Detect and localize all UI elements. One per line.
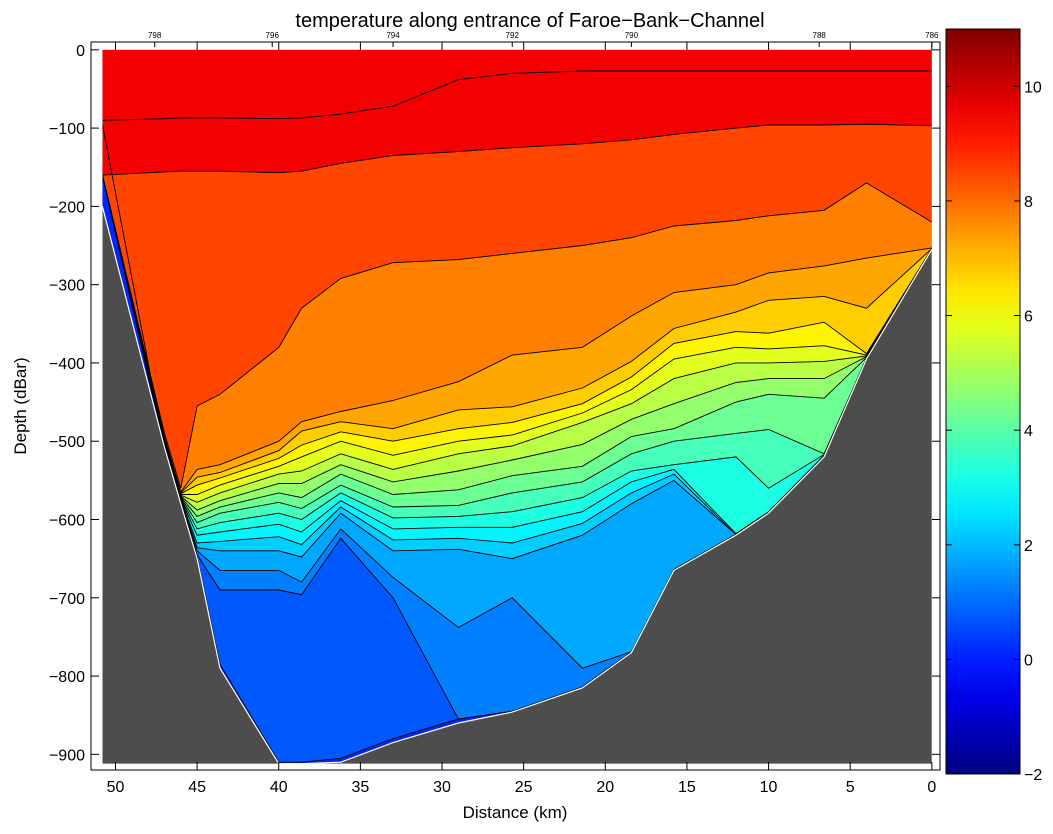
station-tick-label: 798	[148, 31, 162, 40]
y-tick-label: −600	[49, 513, 85, 530]
bathymetry	[91, 42, 940, 770]
x-tick-label: 15	[678, 779, 696, 796]
x-tick-label: 30	[433, 779, 451, 796]
colorbar-tick-label: 10	[1024, 79, 1042, 96]
colorbar: −2 0 2 4 6 8 10	[945, 28, 1042, 784]
y-tick-label: −800	[49, 669, 85, 686]
colorbar-tick-label: −2	[1024, 767, 1042, 784]
y-tick-label: −700	[49, 591, 85, 608]
contour-line-4	[101, 174, 933, 524]
x-tick-label: 45	[188, 779, 206, 796]
bottom-margin	[91, 763, 940, 770]
contour-line-9	[102, 123, 932, 176]
colorbar-tick-label: 0	[1024, 652, 1033, 669]
y-tick-label: −900	[49, 747, 85, 764]
contour-line-8	[101, 174, 933, 489]
station-tick-label: 796	[266, 31, 280, 40]
colorbar-tick-label: 6	[1024, 309, 1033, 326]
left-margin	[91, 42, 103, 770]
colorbar-gradient	[945, 28, 1021, 775]
contour-fills	[102, 49, 933, 765]
chart-title: temperature along entrance of Faroe−Bank…	[295, 10, 764, 32]
colorbar-tick-label: 2	[1024, 538, 1033, 555]
y-tick-label: −300	[49, 278, 85, 295]
x-tick-label: 35	[351, 779, 369, 796]
seafloor-outline	[101, 206, 933, 765]
contour-line-3	[101, 174, 933, 536]
y-tick-label: −500	[49, 434, 85, 451]
right-margin	[931, 42, 940, 770]
x-tick-label: 5	[846, 779, 855, 796]
x-tick-label: 0	[927, 779, 936, 796]
y-tick-label: −200	[49, 199, 85, 216]
contour-line-6	[101, 174, 933, 495]
station-tick-label: 786	[925, 31, 939, 40]
x-tick-label: 20	[596, 779, 614, 796]
station-ticks: 798 796 794 792 790 788 786	[148, 31, 939, 47]
colorbar-tick-label: 4	[1024, 423, 1033, 440]
x-axis-label: Distance (km)	[463, 803, 568, 822]
contour-line-5.5	[101, 174, 933, 503]
y-axis-ticks: 0 −100 −200 −300 −400 −500 −600 −700 −800 −900	[49, 43, 940, 764]
y-tick-label: −400	[49, 356, 85, 373]
contour-line-3.5	[101, 174, 933, 530]
plot-frame	[90, 41, 941, 771]
x-axis-ticks: 50 45 40 35 30 25 20 15 10 5 0	[107, 42, 936, 796]
contour-line-10	[102, 70, 932, 121]
y-tick-label: 0	[76, 43, 85, 60]
x-tick-label: 10	[760, 779, 778, 796]
contour-line-5	[101, 174, 933, 511]
plot-area	[90, 41, 941, 771]
colorbar-tick-label: 8	[1024, 194, 1033, 211]
station-tick-label: 792	[506, 31, 520, 40]
contour-line-7.5	[101, 174, 932, 494]
x-tick-label: 50	[107, 779, 125, 796]
y-axis-label: Depth (dBar)	[11, 357, 30, 454]
seafloor	[102, 206, 932, 764]
contour-line-7	[101, 174, 933, 494]
x-tick-label: 40	[270, 779, 288, 796]
contour-line-6.5	[101, 174, 933, 495]
top-margin	[91, 42, 940, 50]
y-tick-label: −100	[49, 121, 85, 138]
station-tick-label: 794	[386, 31, 400, 40]
station-tick-label: 790	[625, 31, 639, 40]
contour-line-4.5	[101, 174, 933, 517]
station-tick-label: 788	[813, 31, 827, 40]
x-tick-label: 25	[515, 779, 533, 796]
